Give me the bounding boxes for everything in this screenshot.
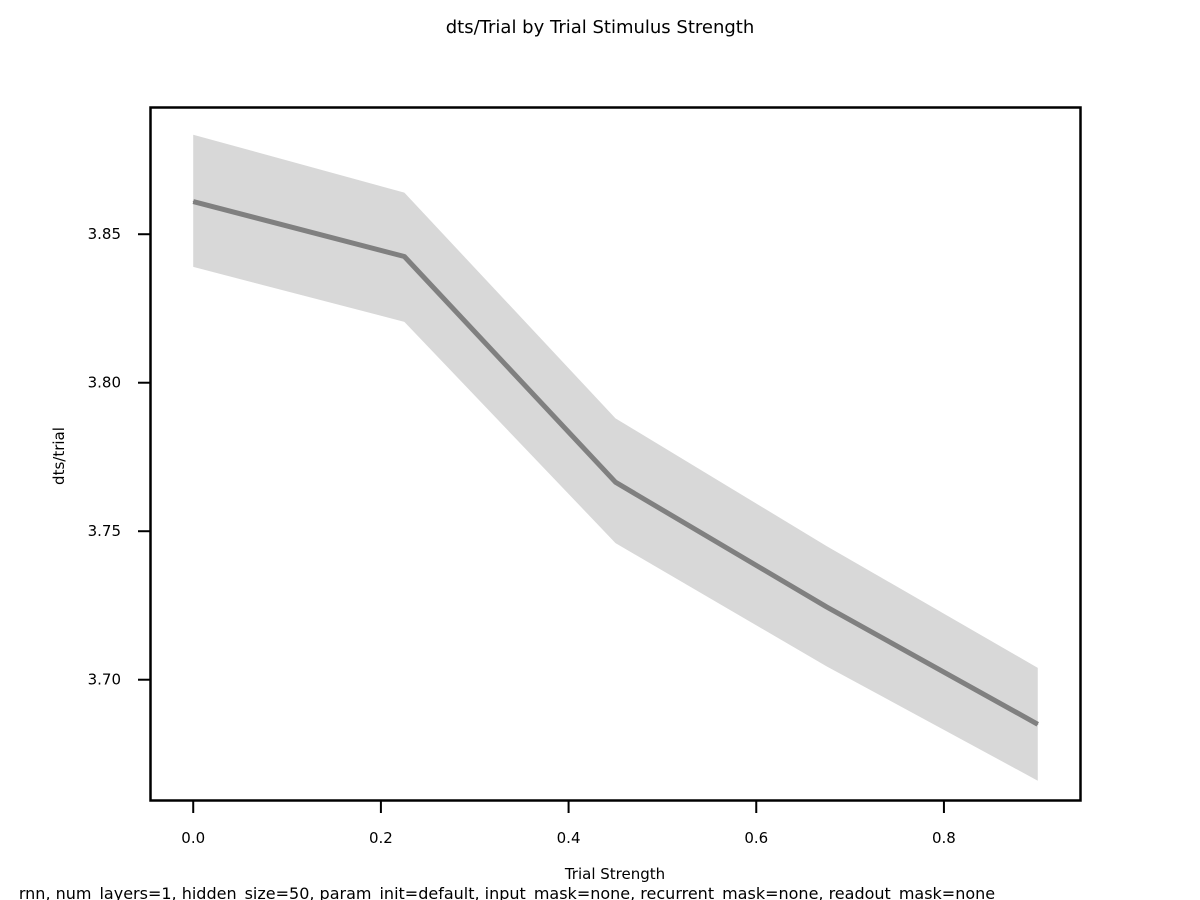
y-axis-ticks: 3.70 3.75 3.80 3.85 xyxy=(88,225,150,689)
x-tick-label: 0.2 xyxy=(369,829,393,847)
x-tick-label: 0.0 xyxy=(181,829,205,847)
data-point xyxy=(403,255,405,257)
y-tick-label: 3.85 xyxy=(88,225,121,243)
data-point xyxy=(192,201,194,203)
chart-title: dts/Trial by Trial Stimulus Strength xyxy=(446,17,755,38)
confidence-band xyxy=(193,134,1038,781)
plot-area xyxy=(192,134,1039,781)
y-tick-label: 3.80 xyxy=(88,374,121,392)
chart-caption: rnn, num_layers=1, hidden_size=50, param… xyxy=(19,884,995,900)
y-tick-label: 3.70 xyxy=(88,671,121,689)
data-point xyxy=(615,481,616,483)
data-point xyxy=(1037,723,1039,725)
y-axis-label: dts/trial xyxy=(50,427,68,485)
data-point xyxy=(826,606,828,608)
x-tick-label: 0.4 xyxy=(557,829,581,847)
axes-frame xyxy=(149,106,1082,802)
x-axis-label: Trial Strength xyxy=(564,865,665,883)
x-axis-ticks: 0.0 0.2 0.4 0.6 0.8 xyxy=(181,801,956,847)
x-tick-label: 0.6 xyxy=(744,829,768,847)
x-tick-label: 0.8 xyxy=(932,829,956,847)
y-tick-label: 3.75 xyxy=(88,522,121,540)
